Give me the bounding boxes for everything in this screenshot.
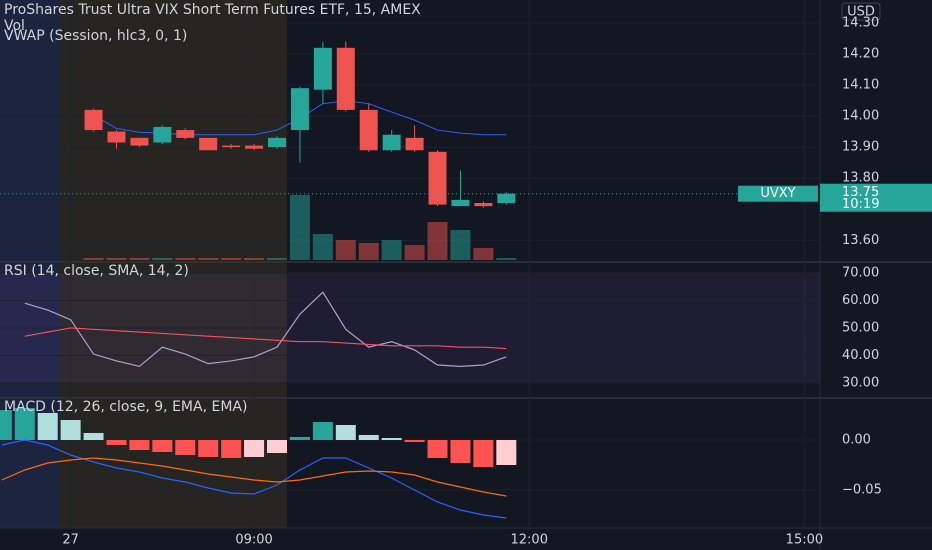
y-tick-label: 14.10: [842, 78, 879, 93]
volume-bar: [244, 258, 265, 260]
candle-body: [222, 145, 241, 148]
indicator-line: [1, 457, 507, 497]
price-tag: [820, 183, 932, 212]
volume-bar: [129, 258, 150, 260]
histogram-bar: [129, 440, 150, 450]
y-tick-label: 13.80: [842, 171, 879, 186]
histogram-bar: [358, 435, 379, 440]
candle-body: [290, 88, 309, 131]
candle-body: [428, 151, 447, 205]
candle-body: [268, 137, 287, 148]
volume-bar: [106, 258, 127, 260]
volume-bar: [267, 258, 288, 260]
volume-bar: [450, 230, 471, 260]
histogram-bar: [496, 440, 517, 465]
volume-bar: [198, 258, 219, 260]
volume-bar: [83, 258, 104, 260]
candle-body: [474, 203, 493, 207]
volume-bar: [175, 258, 196, 260]
symbol-tag: [738, 185, 818, 202]
countdown-label: 10:19: [842, 197, 879, 212]
histogram-bar: [335, 425, 356, 440]
histogram-bar: [267, 440, 288, 453]
candle-body: [336, 47, 355, 110]
x-tick-label: 27: [62, 533, 79, 548]
candle-body: [176, 130, 195, 138]
macd-title: MACD (12, 26, close, 9, EMA, EMA): [4, 399, 247, 415]
y-tick-label: 13.90: [842, 140, 879, 155]
histogram-bar: [152, 440, 173, 452]
volume-bar: [335, 240, 356, 260]
histogram-bar: [37, 413, 58, 440]
histogram-bar: [312, 422, 333, 440]
candle-body: [153, 126, 172, 143]
volume-bar: [289, 195, 310, 260]
chart-title: ProShares Trust Ultra VIX Short Term Fut…: [4, 2, 421, 18]
volume-bar: [427, 222, 448, 260]
histogram-bar: [14, 408, 35, 440]
rsi-title: RSI (14, close, SMA, 14, 2): [4, 263, 189, 279]
candle-body: [84, 109, 103, 131]
x-tick-label: 09:00: [235, 533, 272, 548]
candle-body: [199, 137, 218, 151]
indicator-line: [24, 327, 507, 350]
volume-bar: [473, 248, 494, 260]
histogram-bar: [244, 440, 265, 457]
histogram-bar: [289, 437, 310, 440]
histogram-bar: [450, 440, 471, 463]
candle-body: [313, 47, 332, 90]
volume-bar: [404, 245, 425, 260]
y-tick-label: 50.00: [842, 320, 879, 335]
y-tick-label: 13.60: [842, 233, 879, 248]
histogram-bar: [381, 438, 402, 440]
candle-body: [130, 137, 149, 146]
volume-bar: [496, 258, 517, 260]
indicator-line: [1, 439, 507, 519]
volume-bar: [221, 258, 242, 260]
y-tick-label: 30.00: [842, 375, 879, 390]
histogram-bar: [473, 440, 494, 467]
histogram-bar: [83, 433, 104, 440]
candle-body: [405, 137, 424, 151]
y-tick-label: 0.00: [842, 433, 871, 448]
volume-bar: [381, 240, 402, 260]
candle-body: [497, 193, 516, 204]
histogram-bar: [175, 440, 196, 455]
y-tick-label: 14.30: [842, 15, 879, 30]
volume-label: Vol: [4, 18, 25, 34]
volume-bar: [152, 258, 173, 260]
candle-body: [359, 109, 378, 151]
histogram-bar: [404, 440, 425, 442]
x-tick-label: 15:00: [786, 533, 823, 548]
histogram-bar: [198, 440, 219, 457]
x-tick-label: 12:00: [511, 533, 548, 548]
histogram-bar: [106, 440, 127, 445]
symbol-label: UVXY: [760, 186, 795, 201]
volume-bar: [358, 243, 379, 260]
candle-body: [382, 134, 401, 151]
histogram-bar: [427, 440, 448, 458]
y-tick-label: 14.00: [842, 109, 879, 124]
volume-bar: [312, 234, 333, 260]
histogram-bar: [0, 410, 12, 440]
y-tick-label: 70.00: [842, 265, 879, 280]
last-price-label: 13.75: [842, 185, 879, 200]
y-tick-label: 14.20: [842, 47, 879, 62]
y-tick-label: 60.00: [842, 293, 879, 308]
y-tick-label: −0.05: [842, 483, 882, 498]
vwap-label: VWAP (Session, hlc3, 0, 1): [4, 28, 187, 44]
candle-body: [107, 131, 126, 143]
y-tick-label: 40.00: [842, 348, 879, 363]
indicator-line: [24, 291, 507, 368]
currency-box: [841, 2, 881, 21]
histogram-bar: [221, 440, 242, 458]
candle-body: [245, 145, 264, 149]
candle-body: [451, 199, 470, 207]
histogram-bar: [60, 420, 81, 440]
currency: USD: [847, 5, 875, 20]
